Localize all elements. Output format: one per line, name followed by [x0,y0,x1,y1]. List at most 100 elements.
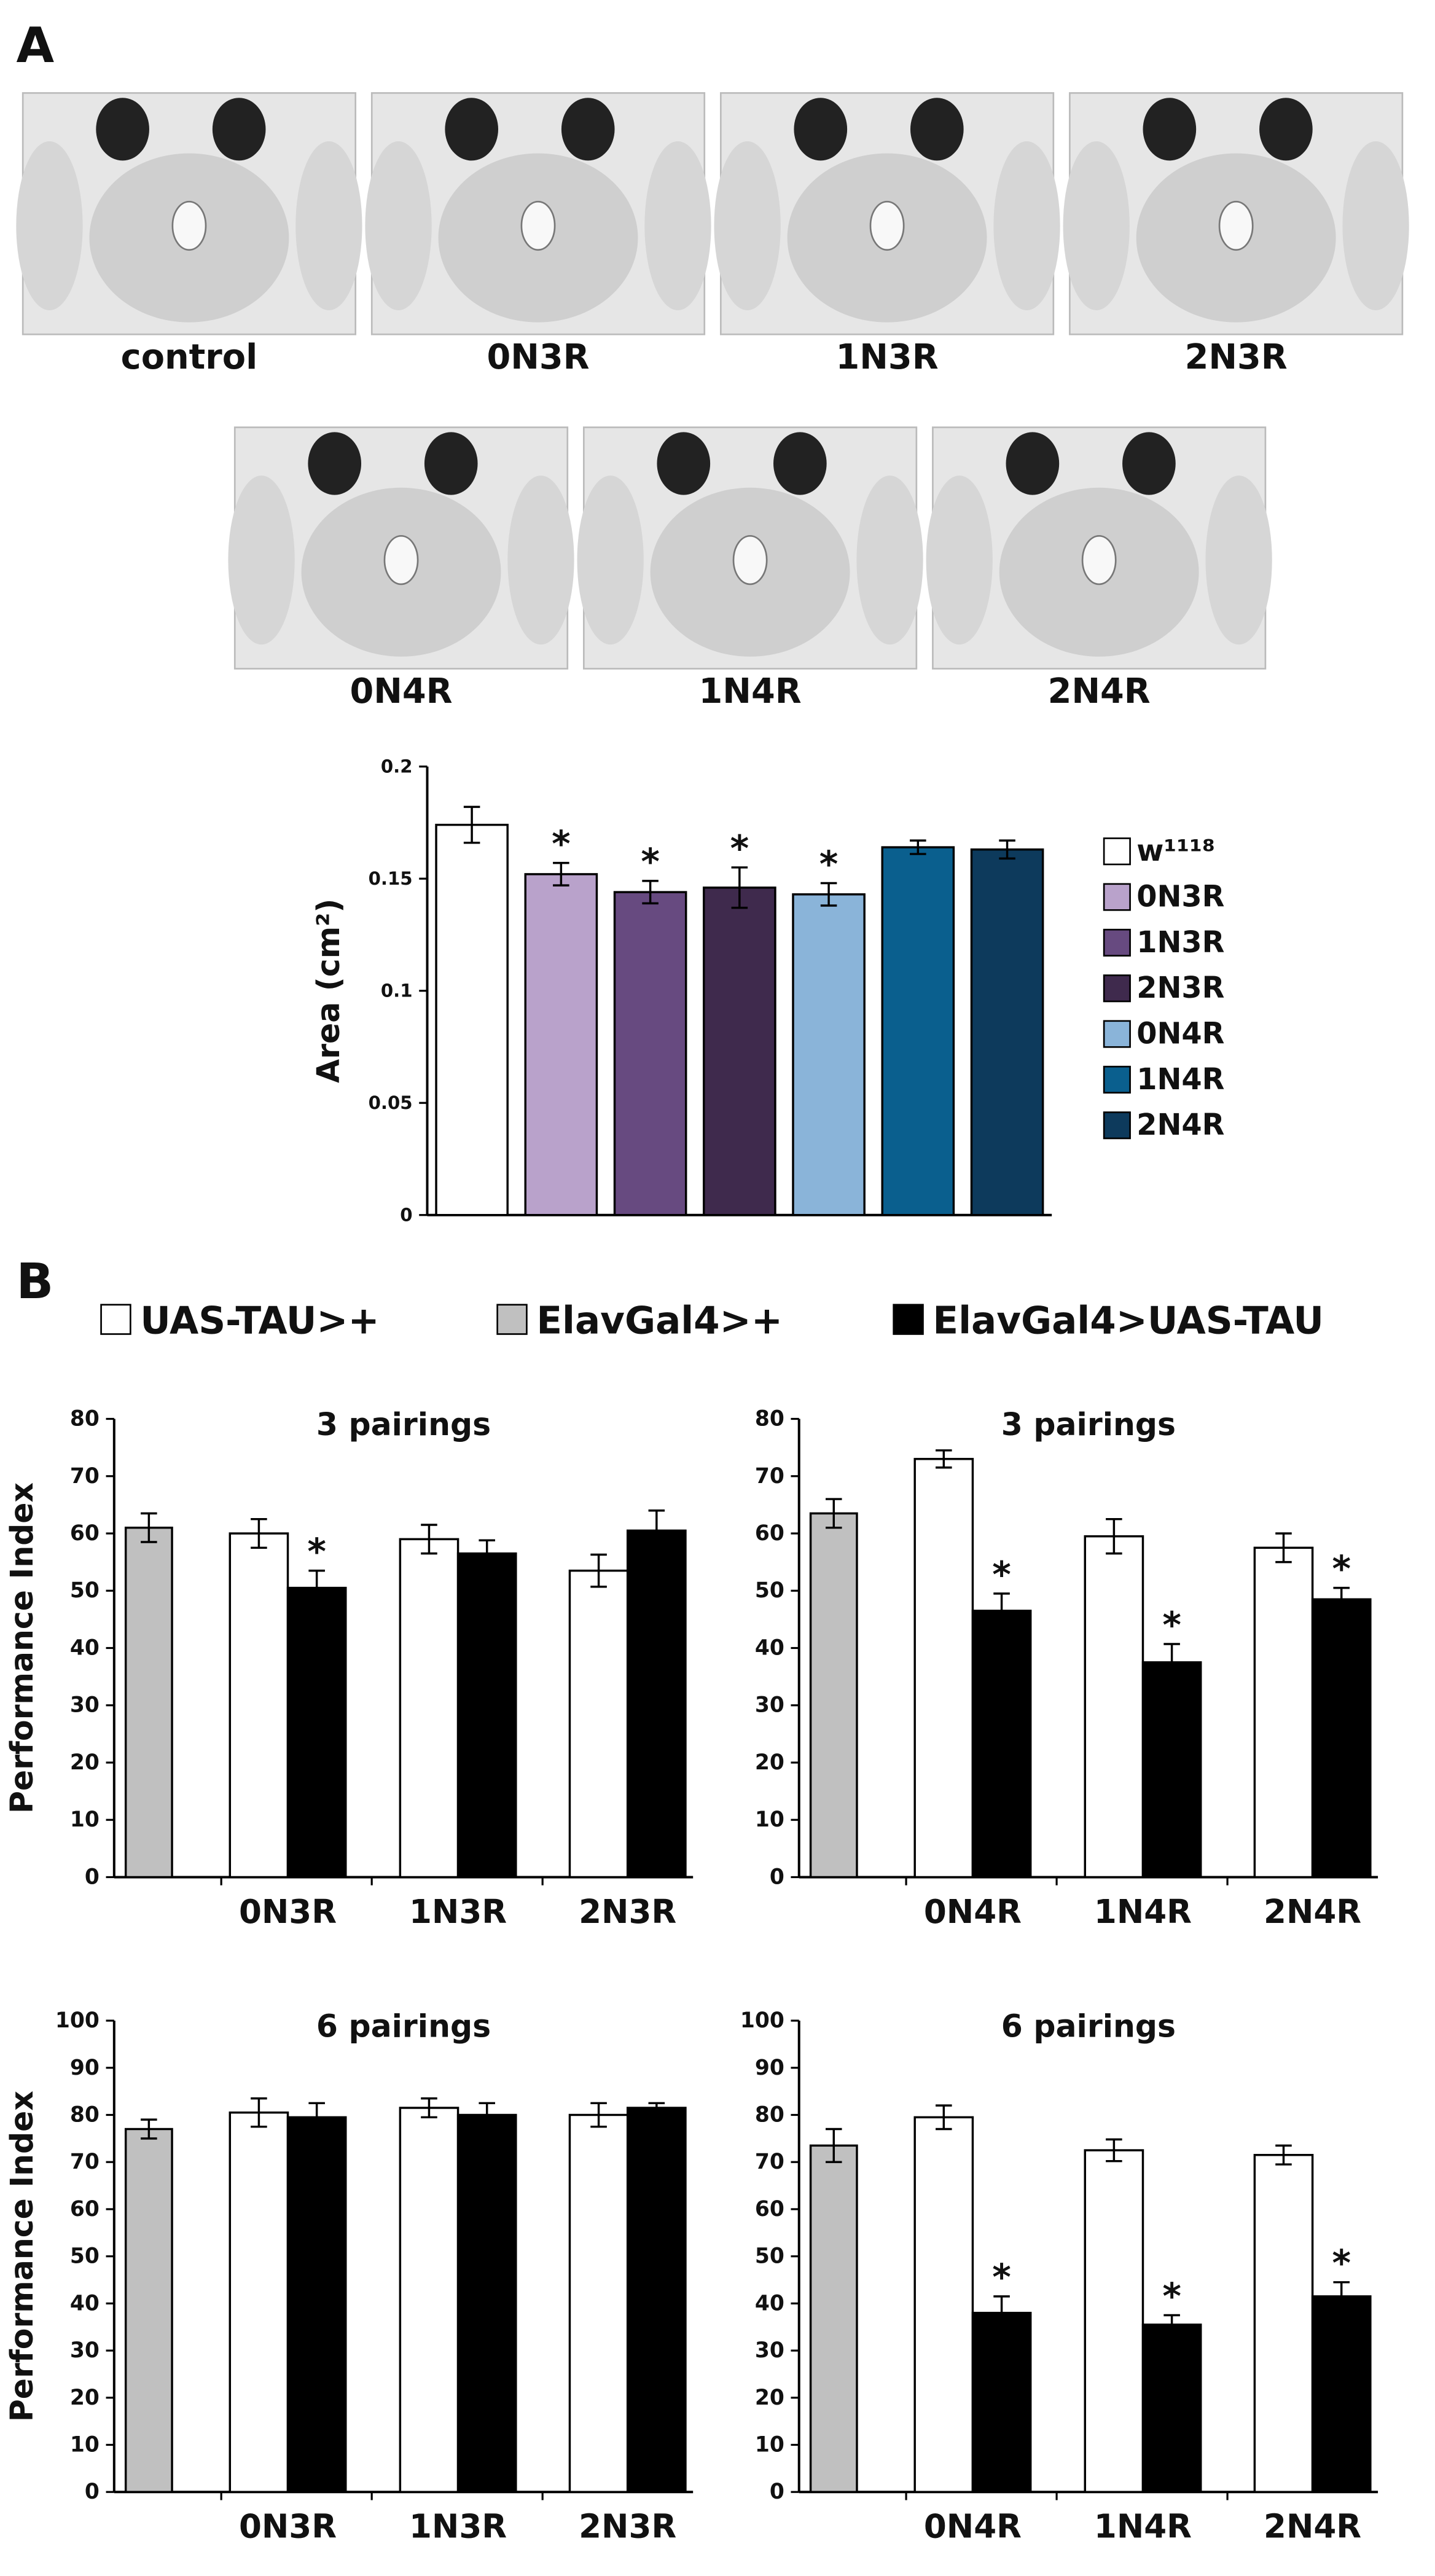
mushroom-body [794,98,848,161]
y-tick-label: 20 [755,1750,784,1775]
mushroom-body [212,98,266,161]
mushroom-body [424,432,478,495]
mushroom-body [308,432,362,495]
brain-lobe [1063,141,1130,310]
x-tick-label: 1N3R [409,2508,507,2546]
error-bar [1163,2314,1180,2335]
error-bar [251,2097,267,2128]
chart-title: 3 pairings [1001,1406,1176,1443]
bar [1141,2323,1202,2493]
bar [913,2116,974,2493]
y-tick-label: 40 [70,1635,100,1660]
y-tick-label: 30 [755,2338,784,2363]
bar [124,2128,173,2493]
error-bar [642,880,659,905]
bar [1311,1598,1372,1879]
y-tick-label: 50 [755,1578,784,1603]
mushroom-body [657,432,711,495]
error-bar [479,1539,495,1568]
y-tick-label: 90 [755,2056,784,2080]
error-bar [648,1509,665,1552]
brain-lobe [993,141,1060,310]
central-body [732,535,768,585]
y-tick-label: 0.05 [369,1092,413,1113]
bar [970,848,1044,1216]
y-tick-label: 50 [755,2244,784,2269]
image-caption: 2N4R [1048,671,1151,711]
bar [613,891,687,1216]
central-body [1081,535,1117,585]
bar [524,873,598,1216]
significance-mark: * [730,828,749,869]
y-tick-label: 70 [755,2150,784,2174]
y-tick-label: 50 [70,1578,100,1603]
y-tick-label: 0.2 [381,756,413,777]
x-tick-label: 0N3R [239,1893,337,1931]
y-tick-label: 40 [755,2291,784,2316]
bar [971,2311,1032,2493]
error-bar [993,1592,1010,1629]
y-tick-label: 60 [755,1521,784,1546]
bar [626,2107,687,2493]
bar [456,1552,517,1879]
y-tick-label: 70 [755,1464,784,1489]
legend-swatch [1103,974,1131,1003]
bar [881,846,955,1216]
legend-swatch [1103,928,1131,957]
chart-title: 3 pairings [316,1406,491,1443]
image-caption: 0N3R [487,337,589,377]
legend-label: 0N4R [1136,1017,1224,1051]
image-caption: 1N4R [699,671,802,711]
error-bar [1106,2138,1122,2163]
error-bar [1275,2144,1292,2166]
panel-label: B [17,1253,54,1310]
y-tick-label: 10 [755,2433,784,2457]
y-tick-label: 30 [755,1693,784,1718]
x-tick-label: 0N4R [924,1893,1022,1931]
x-tick-label: 2N4R [1264,1893,1361,1931]
x-tick-label: 0N4R [924,2508,1022,2546]
y-tick-label: 80 [755,2102,784,2127]
error-bar [463,805,480,844]
bar [1253,1546,1314,1879]
central-body [520,200,556,251]
bar [1084,1535,1144,1879]
legend-swatch [1103,1020,1131,1048]
error-bar [820,882,837,907]
significance-mark: * [992,1554,1011,1595]
mushroom-body [910,98,964,161]
legend-label: ElavGal4>+ [536,1299,783,1343]
legend-label: 2N3R [1136,971,1224,1005]
bar [1311,2295,1372,2493]
bar [229,2111,289,2493]
significance-mark: * [819,844,839,885]
x-tick-label: 1N3R [409,1893,507,1931]
significance-mark: * [307,1531,326,1573]
error-bar [141,1512,157,1543]
y-axis-label: Performance Index [4,2091,40,2422]
bar [1141,1661,1202,1879]
significance-mark: * [1332,1548,1351,1590]
significance-mark: * [1162,2276,1181,2317]
brain-lobe [644,141,711,310]
mushroom-body [1259,98,1313,161]
error-bar [590,2102,607,2128]
y-tick-label: 50 [70,2244,100,2269]
y-tick-label: 20 [70,1750,100,1775]
bar [124,1526,173,1879]
y-tick-label: 10 [70,1807,100,1832]
error-bar [993,2295,1010,2331]
bar [626,1529,687,1879]
error-bar [479,2102,495,2128]
brain-lobe [228,476,295,645]
x-tick-label: 1N4R [1094,2508,1192,2546]
legend-label: 1N4R [1136,1063,1224,1097]
legend-label: 2N4R [1136,1108,1224,1142]
bar [399,1538,459,1879]
y-tick-label: 0 [85,1865,100,1889]
error-bar [141,2118,157,2140]
legend-swatch [496,1304,528,1335]
legend-label: w¹¹¹⁸ [1136,834,1215,868]
bar [435,823,509,1216]
